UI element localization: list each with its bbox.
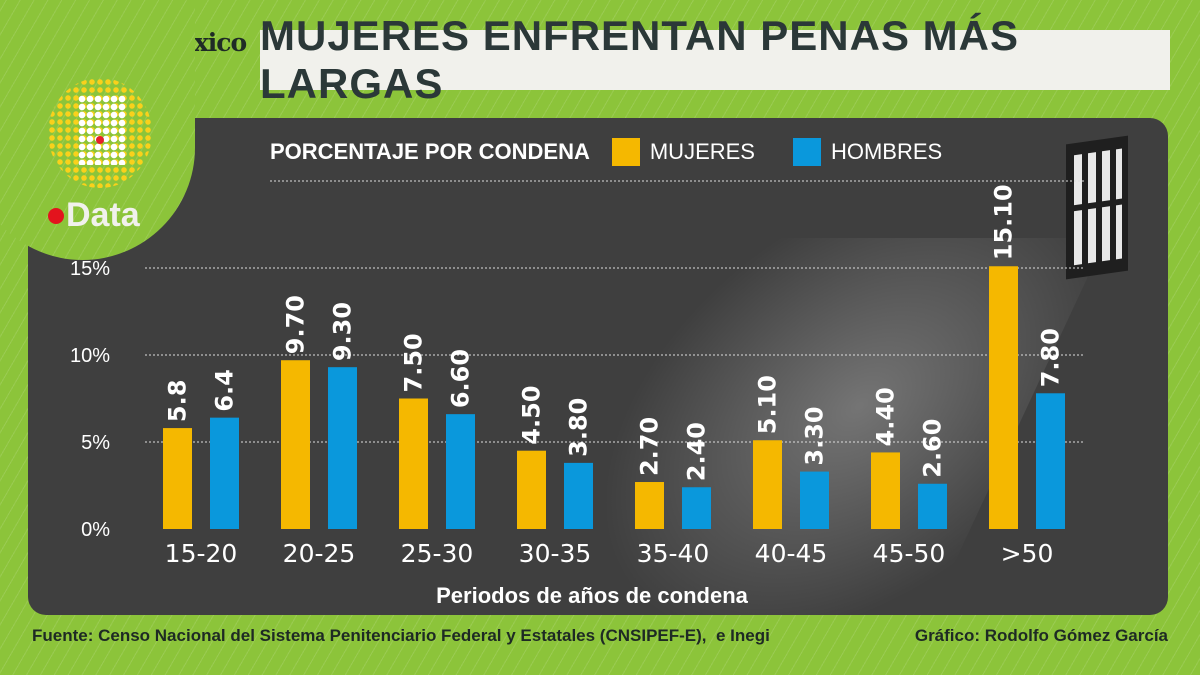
bar-mujeres (399, 398, 428, 529)
data-label: 6.4 (211, 369, 239, 412)
bar-hombres (800, 471, 829, 529)
y-tick-label: 0% (81, 519, 110, 541)
bar-mujeres (163, 428, 192, 529)
x-tick-label: 35-40 (637, 539, 710, 568)
y-tick-label: 5% (81, 432, 110, 454)
x-tick-label: 15-20 (165, 539, 238, 568)
chart-panel (28, 118, 1168, 615)
legend-swatch-mujeres (611, 138, 640, 166)
x-tick-label: 25-30 (401, 539, 474, 568)
bar-mujeres (635, 482, 664, 529)
bar-mujeres (871, 452, 900, 529)
x-tick-label: 30-35 (519, 539, 592, 568)
bar-hombres (446, 414, 475, 529)
data-label: 4.50 (518, 385, 546, 444)
bar-hombres (682, 487, 711, 529)
bar-mujeres (517, 450, 546, 529)
x-tick-label: 40-45 (755, 539, 828, 568)
data-label: 15.10 (990, 184, 1018, 260)
data-label: 7.50 (400, 333, 428, 392)
source-note: Fuente: Censo Nacional del Sistema Penit… (32, 626, 770, 645)
data-label: 9.70 (282, 295, 310, 354)
bar-hombres (1036, 393, 1065, 529)
data-logo-text: Data (50, 196, 140, 235)
y-tick-label: 15% (70, 258, 110, 280)
bar-mujeres (753, 440, 782, 529)
legend-label-hombres: HOMBRES (830, 139, 943, 164)
data-label: 2.70 (636, 417, 664, 476)
data-logo-red-dot (96, 136, 104, 144)
bar-mujeres (989, 266, 1018, 529)
bar-hombres (564, 462, 593, 529)
data-label: 6.60 (447, 349, 475, 408)
data-label: 4.40 (872, 387, 900, 446)
legend: PORCENTAJE POR CONDENA MUJERES HOMBRES (270, 138, 980, 166)
data-label: 7.80 (1037, 328, 1065, 387)
bar-hombres (328, 367, 357, 529)
data-label: 2.40 (683, 422, 711, 481)
data-red-dot-icon (48, 208, 64, 224)
spacer (145, 181, 1085, 241)
legend-swatch-hombres (792, 138, 821, 166)
data-label: 3.30 (801, 406, 829, 465)
data-logo-label: Data (66, 196, 140, 234)
x-tick-label: 45-50 (873, 539, 946, 568)
data-label: 5.8 (164, 380, 192, 423)
data-logo-white-dots (78, 95, 126, 165)
legend-label-mujeres: MUJERES (649, 139, 755, 164)
data-label: 2.60 (919, 419, 947, 478)
bar-hombres (210, 417, 239, 529)
x-tick-label: >50 (1001, 539, 1054, 568)
x-axis-label: Periodos de años de condena (436, 583, 749, 608)
data-label: 9.30 (329, 302, 357, 361)
bar-mujeres (281, 360, 310, 529)
data-label: 3.80 (565, 398, 593, 457)
data-label: 5.10 (754, 375, 782, 434)
bar-hombres (918, 483, 947, 529)
credit-note: Gráfico: Rodolfo Gómez García (914, 626, 1168, 645)
legend-title: PORCENTAJE POR CONDENA (270, 139, 590, 164)
y-tick-label: 10% (70, 345, 110, 367)
x-tick-label: 20-25 (283, 539, 356, 568)
